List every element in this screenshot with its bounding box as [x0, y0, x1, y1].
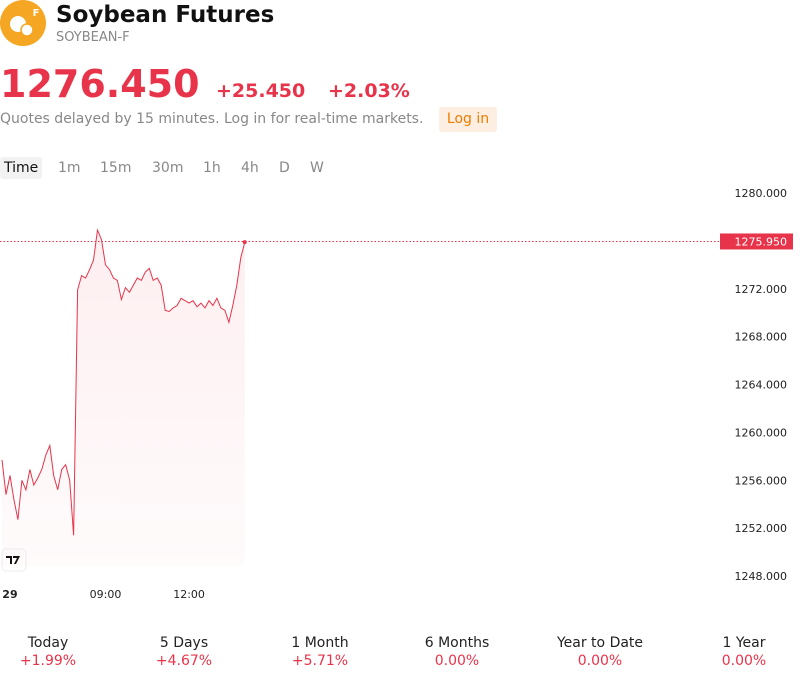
- area: [2, 230, 245, 566]
- performance-item[interactable]: Today +1.99%: [0, 635, 113, 669]
- performance-item[interactable]: 1 Year 0.00%: [679, 635, 800, 669]
- timeframe-tab[interactable]: Time: [0, 157, 43, 179]
- y-tick-label: 1256.000: [735, 474, 788, 487]
- performance-item[interactable]: 6 Months 0.00%: [392, 635, 522, 669]
- period-change: +5.71%: [291, 653, 349, 669]
- period-label: 1 Year: [722, 635, 766, 651]
- price-line: [1, 228, 246, 536]
- period-change: 0.00%: [577, 653, 623, 669]
- y-tick-label: 1252.000: [735, 522, 788, 535]
- performance-item[interactable]: 5 Days +4.67%: [119, 635, 249, 669]
- performance-item[interactable]: Year to Date 0.00%: [535, 635, 665, 669]
- login-button[interactable]: Log in: [439, 107, 497, 132]
- y-tick-label: 1280.000: [735, 187, 788, 200]
- change: +25.450: [216, 80, 306, 102]
- period-change: +4.67%: [155, 653, 213, 669]
- period-label: 6 Months: [424, 635, 490, 651]
- timeframe-tab[interactable]: 1h: [203, 160, 221, 176]
- timeframe-tab[interactable]: W: [310, 160, 324, 176]
- timeframe-tab[interactable]: D: [279, 160, 290, 176]
- logo-letter: F: [33, 8, 40, 19]
- timeframe-tab[interactable]: 4h: [241, 160, 259, 176]
- timeframe-tab[interactable]: 30m: [152, 160, 184, 176]
- performance-item[interactable]: 1 Month +5.71%: [255, 635, 385, 669]
- timeframe-tab[interactable]: 1m: [58, 160, 81, 176]
- chart: 1248.000 1252.000 1256.000 1260.000 1264.000…: [0, 187, 793, 601]
- period-label: Today: [27, 635, 69, 651]
- logo: F: [0, 0, 46, 46]
- x-tick-label: 09:00: [90, 588, 122, 601]
- y-tick-label: 1268.000: [735, 331, 788, 344]
- period-change: 0.00%: [721, 653, 767, 669]
- x-tick-label: 29: [2, 588, 17, 601]
- change-percent: +2.03%: [328, 80, 410, 102]
- price: 1276.450: [0, 62, 200, 106]
- period-change: 0.00%: [434, 653, 480, 669]
- period-change: +1.99%: [19, 653, 77, 669]
- x-tick-label: 12:00: [173, 588, 205, 601]
- last-point: [242, 240, 247, 245]
- timeframe-tab[interactable]: 15m: [100, 160, 132, 176]
- y-tick-label: 1260.000: [735, 426, 788, 439]
- last-price-label: 1275.950: [735, 235, 788, 248]
- period-label: 5 Days: [159, 635, 209, 651]
- title: Soybean Futures: [56, 2, 275, 28]
- period-label: Year to Date: [556, 635, 644, 651]
- y-tick-label: 1272.000: [735, 283, 788, 296]
- symbol: SOYBEAN-F: [56, 30, 130, 45]
- y-tick-label: 1264.000: [735, 379, 788, 392]
- y-tick-label: 1248.000: [735, 570, 788, 583]
- delay-note: Quotes delayed by 15 minutes. Log in for…: [0, 111, 424, 127]
- period-label: 1 Month: [291, 635, 349, 651]
- last-price-tag: [720, 233, 793, 250]
